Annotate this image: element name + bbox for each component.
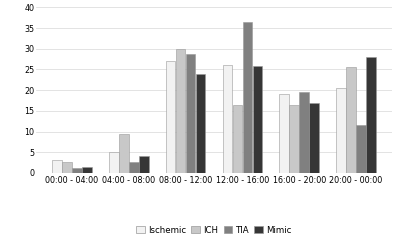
Bar (223, 65, 232, 173)
Bar (280, 94, 289, 173)
Bar (186, 54, 195, 173)
Bar (109, 152, 119, 173)
Bar (252, 66, 262, 173)
Bar (346, 67, 356, 173)
Bar (176, 49, 186, 173)
Bar (139, 156, 148, 173)
Bar (62, 162, 72, 173)
Bar (82, 167, 92, 173)
Bar (290, 105, 299, 173)
Bar (166, 61, 176, 173)
Legend: Ischemic, ICH, TIA, Mimic: Ischemic, ICH, TIA, Mimic (133, 222, 295, 238)
Bar (72, 167, 82, 173)
Bar (299, 92, 309, 173)
Bar (336, 88, 346, 173)
Bar (119, 134, 129, 173)
Bar (233, 105, 242, 173)
Bar (356, 125, 366, 173)
Bar (366, 57, 376, 173)
Bar (196, 74, 205, 173)
Bar (52, 160, 62, 173)
Bar (242, 22, 252, 173)
Bar (129, 162, 138, 173)
Bar (309, 103, 319, 173)
